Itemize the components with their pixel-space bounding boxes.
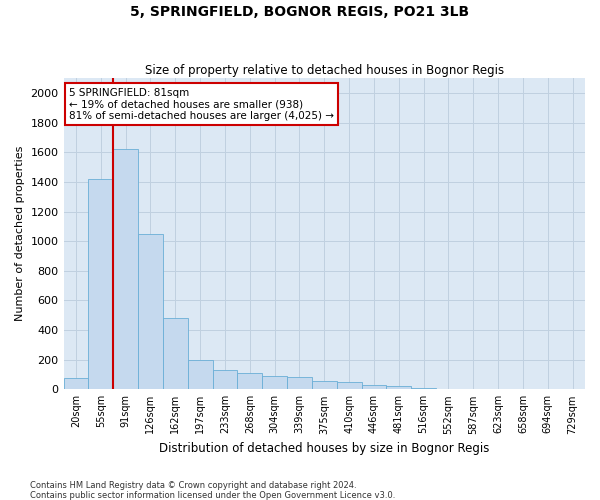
X-axis label: Distribution of detached houses by size in Bognor Regis: Distribution of detached houses by size … — [159, 442, 490, 455]
Bar — [212, 370, 238, 390]
Bar — [337, 382, 362, 390]
Bar — [287, 378, 312, 390]
Bar — [163, 318, 188, 390]
Bar — [312, 381, 337, 390]
Bar — [436, 388, 461, 390]
Text: Contains HM Land Registry data © Crown copyright and database right 2024.: Contains HM Land Registry data © Crown c… — [30, 480, 356, 490]
Bar — [411, 388, 436, 390]
Bar — [238, 373, 262, 390]
Bar — [138, 234, 163, 390]
Y-axis label: Number of detached properties: Number of detached properties — [15, 146, 25, 322]
Bar — [188, 360, 212, 390]
Title: Size of property relative to detached houses in Bognor Regis: Size of property relative to detached ho… — [145, 64, 504, 77]
Text: 5, SPRINGFIELD, BOGNOR REGIS, PO21 3LB: 5, SPRINGFIELD, BOGNOR REGIS, PO21 3LB — [130, 5, 470, 19]
Bar — [88, 179, 113, 390]
Text: Contains public sector information licensed under the Open Government Licence v3: Contains public sector information licen… — [30, 490, 395, 500]
Bar — [386, 386, 411, 390]
Bar — [64, 378, 88, 390]
Bar — [262, 376, 287, 390]
Bar — [113, 150, 138, 390]
Text: 5 SPRINGFIELD: 81sqm
← 19% of detached houses are smaller (938)
81% of semi-deta: 5 SPRINGFIELD: 81sqm ← 19% of detached h… — [69, 88, 334, 120]
Bar — [362, 385, 386, 390]
